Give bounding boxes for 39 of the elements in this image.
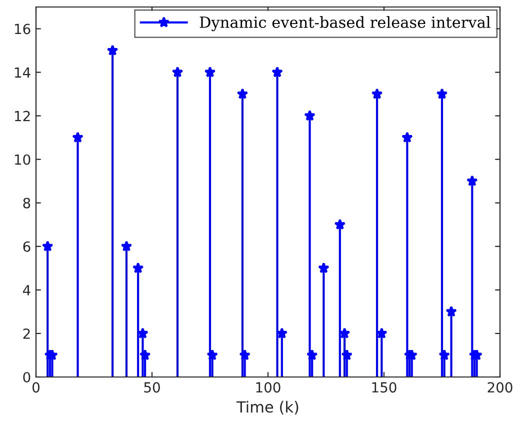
- point: [239, 349, 250, 360]
- x-tick-label: 0: [32, 382, 40, 393]
- point: [206, 349, 218, 360]
- y-tick-label: 4: [22, 285, 30, 296]
- point: [132, 262, 144, 274]
- y-tick-label: 16: [14, 24, 30, 34]
- point: [466, 175, 478, 186]
- point: [341, 349, 353, 360]
- point: [446, 306, 457, 317]
- x-tick-label: 50: [144, 382, 160, 393]
- legend-label: Dynamic event-based release interval: [200, 16, 490, 32]
- point: [139, 349, 151, 360]
- point: [106, 44, 118, 56]
- point: [438, 349, 450, 360]
- point: [42, 240, 54, 252]
- point: [436, 88, 448, 100]
- point: [402, 132, 413, 143]
- point: [371, 88, 383, 100]
- x-tick-label: 100: [256, 382, 280, 393]
- point: [304, 110, 316, 121]
- y-tick-label: 12: [14, 110, 30, 122]
- y-tick-label: 10: [14, 154, 30, 165]
- point: [306, 349, 318, 360]
- y-tick-label: 2: [23, 328, 30, 339]
- x-axis-title: Time (k): [236, 400, 298, 414]
- y-tick-label: 14: [14, 67, 30, 78]
- point: [236, 88, 248, 100]
- point: [72, 132, 84, 143]
- point: [172, 66, 184, 78]
- y-tick-label: 8: [23, 198, 30, 208]
- x-tick-label: 200: [488, 382, 512, 393]
- point: [318, 262, 330, 274]
- point: [204, 66, 216, 78]
- y-tick-label: 0: [23, 372, 30, 382]
- y-tick-label: 6: [23, 241, 30, 252]
- x-tick-label: 150: [372, 382, 396, 393]
- point: [272, 66, 283, 78]
- point: [334, 218, 346, 230]
- point: [120, 240, 132, 252]
